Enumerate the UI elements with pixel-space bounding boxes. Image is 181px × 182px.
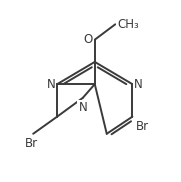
Text: N: N [47, 78, 55, 91]
Text: N: N [134, 78, 143, 91]
Text: N: N [78, 101, 87, 114]
Text: CH₃: CH₃ [117, 18, 139, 31]
Text: O: O [84, 33, 93, 46]
Text: Br: Br [136, 120, 149, 133]
Text: Br: Br [25, 137, 38, 150]
